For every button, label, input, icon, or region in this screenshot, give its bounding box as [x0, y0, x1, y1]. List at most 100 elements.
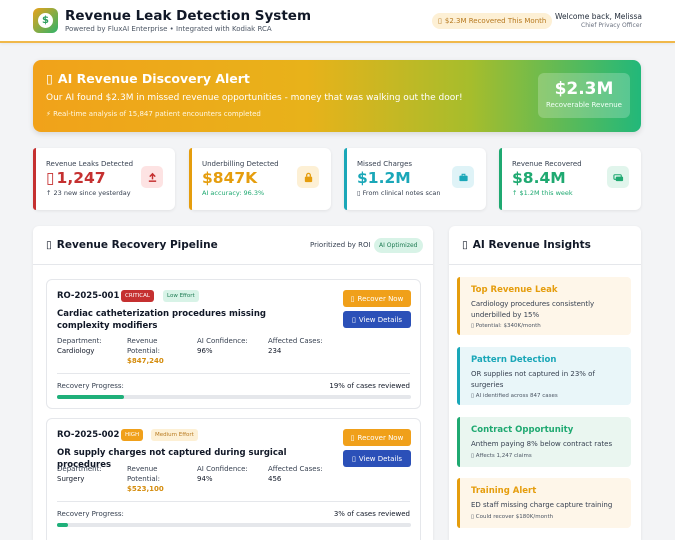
info-icon: ▯: [471, 393, 476, 399]
affected-cases-field: Affected Cases: 456: [268, 465, 323, 483]
view-details-button[interactable]: ▯ View Details: [343, 311, 411, 328]
pipeline-title: ▯ Revenue Recovery Pipeline: [46, 239, 218, 251]
recoverable-revenue-value: $2.3M: [554, 79, 614, 99]
revenue-potential-field: Revenue Potential: $523,100: [127, 465, 164, 493]
pipeline-icon: ▯: [46, 239, 52, 251]
upload-icon: [141, 166, 163, 188]
top-header: $ Revenue Leak Detection System Powered …: [0, 0, 675, 43]
opportunity-title: Cardiac catheterization procedures missi…: [57, 309, 266, 331]
insight-footnote: ▯ Could recover $180K/month: [471, 514, 554, 520]
user-role: Chief Privacy Officer: [581, 22, 642, 29]
alert-icon: ▯: [46, 71, 53, 86]
alert-footnote: ⚡ Real-time analysis of 15,847 patient e…: [46, 110, 261, 118]
recovery-progress-label: Recovery Progress:: [57, 382, 124, 390]
insight-title: Pattern Detection: [471, 355, 557, 365]
app-subtitle: Powered by FluxAI Enterprise • Integrate…: [65, 25, 272, 33]
alert-title: ▯ AI Revenue Discovery Alert: [46, 71, 250, 86]
insight-footnote: ▯ Potential: $340K/month: [471, 323, 541, 329]
stat-label: Revenue Leaks Detected: [46, 160, 134, 168]
stat-card-underbilling[interactable]: Underbilling Detected $847K AI accuracy:…: [189, 148, 331, 210]
alert-title-text: AI Revenue Discovery Alert: [57, 71, 250, 86]
stat-card-revenue-recovered[interactable]: Revenue Recovered $8.4M ↑ $1.2M this wee…: [499, 148, 641, 210]
note-icon: ▯: [357, 189, 363, 197]
user-welcome[interactable]: Welcome back, Melissa: [555, 12, 642, 21]
stat-note: ↑ $1.2M this week: [512, 189, 573, 197]
recovery-progress-text: 19% of cases reviewed: [329, 382, 410, 390]
insight-footnote: ▯ Affects 1,247 claims: [471, 453, 532, 459]
money-icon: [607, 166, 629, 188]
recovery-progress-bar: [57, 395, 411, 399]
insight-title: Training Alert: [471, 486, 537, 496]
eye-icon: ▯: [352, 454, 356, 463]
priority-badge: CRITICAL: [121, 290, 154, 302]
recovery-progress-fill: [57, 523, 68, 527]
insight-footnote: ▯ AI identified across 847 cases: [471, 393, 558, 399]
revenue-potential-field: Revenue Potential: $847,240: [127, 337, 164, 365]
department-field: Department: Surgery: [57, 465, 102, 483]
stat-label: Underbilling Detected: [202, 160, 279, 168]
stat-value: $847K: [202, 169, 258, 187]
ai-discovery-alert: ▯ AI Revenue Discovery Alert Our AI foun…: [33, 60, 641, 132]
alert-icon: ▯: [46, 169, 55, 187]
opportunity-card[interactable]: RO-2025-001 CRITICAL Low Effort Cardiac …: [46, 279, 421, 409]
ai-optimized-badge: AI Optimized: [374, 238, 423, 253]
info-icon: ▯: [471, 514, 476, 520]
opportunity-id: RO-2025-002: [57, 430, 120, 440]
alert-message: Our AI found $2.3M in missed revenue opp…: [46, 93, 463, 103]
stat-note: ↑ 23 new since yesterday: [46, 189, 131, 197]
department-field: Department: Cardiology: [57, 337, 102, 355]
recoverable-revenue-box: $2.3M Recoverable Revenue: [538, 73, 630, 118]
recoverable-revenue-label: Recoverable Revenue: [545, 101, 622, 109]
recovered-this-month-text: $2.3M Recovered This Month: [444, 17, 547, 25]
recover-now-button[interactable]: ▯ Recover Now: [343, 429, 411, 446]
stat-value: $8.4M: [512, 169, 566, 187]
insights-title: ▯ AI Revenue Insights: [462, 239, 591, 251]
opportunity-id: RO-2025-001: [57, 291, 120, 301]
app-title: Revenue Leak Detection System: [65, 8, 312, 24]
effort-badge: Low Effort: [163, 290, 199, 302]
stat-label: Missed Charges: [357, 160, 413, 168]
ai-confidence-field: AI Confidence: 96%: [197, 337, 248, 355]
ai-revenue-insights: ▯ AI Revenue Insights Top Revenue Leak C…: [449, 226, 641, 540]
bolt-icon: ▯: [350, 433, 355, 442]
insight-text: Anthem paying 8% below contract rates: [471, 440, 613, 448]
opportunity-title: OR supply charges not captured during su…: [57, 448, 287, 470]
insight-title: Top Revenue Leak: [471, 285, 558, 295]
stat-value: $1.2M: [357, 169, 411, 187]
insight-card-pattern-detection[interactable]: Pattern Detection OR supplies not captur…: [457, 347, 631, 405]
eye-icon: ▯: [352, 315, 356, 324]
effort-badge: Medium Effort: [151, 429, 198, 441]
insights-icon: ▯: [462, 239, 468, 251]
recovery-progress-label: Recovery Progress:: [57, 510, 124, 518]
lock-icon: [297, 166, 319, 188]
info-icon: ▯: [471, 453, 476, 459]
recover-now-button[interactable]: ▯ Recover Now: [343, 290, 411, 307]
insight-card-training-alert[interactable]: Training Alert ED staff missing charge c…: [457, 478, 631, 528]
dollar-coin-icon: $: [38, 13, 53, 28]
prioritized-by-roi: Prioritized by ROI: [310, 241, 371, 249]
insight-text: ED staff missing charge capture training: [471, 501, 613, 509]
stat-value: ▯ 1,247: [46, 169, 106, 187]
opportunity-card[interactable]: RO-2025-002 HIGH Medium Effort OR supply…: [46, 418, 421, 540]
insight-card-contract-opportunity[interactable]: Contract Opportunity Anthem paying 8% be…: [457, 417, 631, 467]
insight-text: OR supplies not captured in 23% of surge…: [471, 370, 595, 389]
bolt-icon: ▯: [350, 294, 355, 303]
briefcase-icon: [452, 166, 474, 188]
recovery-progress-text: 3% of cases reviewed: [333, 510, 410, 518]
affected-cases-field: Affected Cases: 234: [268, 337, 323, 355]
view-details-button[interactable]: ▯ View Details: [343, 450, 411, 467]
insight-title: Contract Opportunity: [471, 425, 574, 435]
priority-badge: HIGH: [121, 429, 144, 441]
stat-note: ▯ From clinical notes scan: [357, 189, 441, 197]
revenue-recovery-pipeline: ▯ Revenue Recovery Pipeline Prioritized …: [33, 226, 433, 540]
app-logo: $: [33, 8, 58, 33]
recovery-progress-bar: [57, 523, 411, 527]
stat-card-missed-charges[interactable]: Missed Charges $1.2M ▯ From clinical not…: [344, 148, 486, 210]
stat-label: Revenue Recovered: [512, 160, 582, 168]
stat-card-revenue-leaks[interactable]: Revenue Leaks Detected ▯ 1,247 ↑ 23 new s…: [33, 148, 175, 210]
ai-confidence-field: AI Confidence: 94%: [197, 465, 248, 483]
bolt-icon: ▯: [438, 17, 442, 25]
insight-text: Cardiology procedures consistently under…: [471, 300, 595, 319]
insight-card-top-revenue-leak[interactable]: Top Revenue Leak Cardiology procedures c…: [457, 277, 631, 335]
recovery-progress-fill: [57, 395, 125, 399]
